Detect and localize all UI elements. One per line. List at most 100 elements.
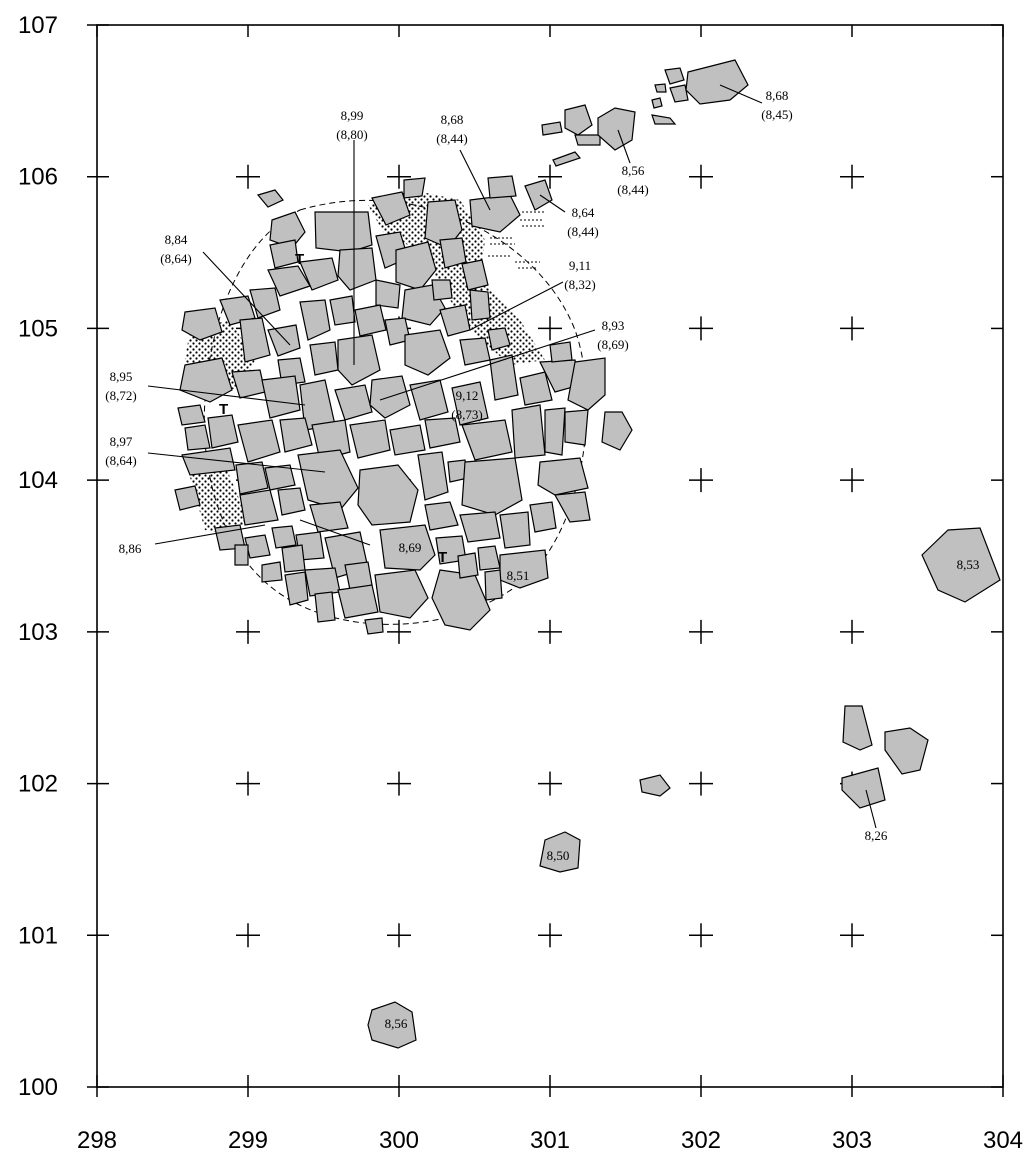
y-tick-label: 107 bbox=[18, 12, 58, 39]
stone bbox=[304, 567, 341, 597]
stone bbox=[277, 487, 306, 516]
grid-cross bbox=[840, 619, 864, 644]
stone bbox=[651, 97, 663, 109]
stone bbox=[219, 295, 256, 326]
stone bbox=[337, 584, 379, 619]
stone bbox=[239, 317, 271, 363]
y-tick-label: 103 bbox=[18, 619, 58, 646]
grid-cross bbox=[387, 164, 411, 189]
elevation-subvalue: (8,64) bbox=[105, 453, 136, 468]
stone bbox=[564, 104, 593, 136]
stone bbox=[297, 449, 359, 511]
elevation-subvalue: (8,32) bbox=[564, 277, 595, 292]
x-tick-label: 303 bbox=[832, 1127, 872, 1152]
y-tick-label: 105 bbox=[18, 315, 58, 342]
stone bbox=[314, 591, 336, 623]
elevation-subvalue: (8,72) bbox=[105, 388, 136, 403]
stone bbox=[451, 381, 489, 426]
grid-cross bbox=[689, 619, 713, 644]
stone bbox=[574, 134, 601, 146]
stone bbox=[529, 501, 557, 533]
stone bbox=[519, 371, 553, 406]
elevation-label: 8,86 bbox=[119, 541, 142, 556]
stone bbox=[349, 419, 391, 459]
stone bbox=[461, 457, 523, 516]
stone bbox=[564, 409, 589, 446]
dotted-zone-north bbox=[368, 190, 545, 365]
elevation-value: 8,84 bbox=[165, 232, 188, 247]
elevation-value: 8,69 bbox=[399, 540, 422, 555]
stone bbox=[375, 279, 401, 309]
grid-cross bbox=[840, 316, 864, 341]
stone bbox=[314, 211, 373, 253]
stone bbox=[329, 295, 356, 326]
grid-cross bbox=[538, 164, 562, 189]
stone bbox=[477, 545, 501, 571]
grid-cross bbox=[387, 923, 411, 948]
elevation-value: 8,86 bbox=[119, 541, 142, 556]
grid-cross bbox=[538, 923, 562, 948]
grid-cross bbox=[689, 164, 713, 189]
stone bbox=[841, 767, 886, 809]
stone bbox=[367, 1001, 417, 1049]
elevation-label: 8,53 bbox=[957, 557, 980, 572]
x-tick-label: 301 bbox=[530, 1127, 570, 1152]
stone bbox=[554, 491, 591, 523]
stone bbox=[371, 191, 411, 226]
stone bbox=[431, 279, 453, 301]
grid-cross bbox=[236, 164, 260, 189]
elevation-label: 9,11 (8,32) bbox=[564, 258, 595, 292]
stone bbox=[669, 84, 689, 103]
y-tick-label: 106 bbox=[18, 164, 58, 191]
stone bbox=[654, 83, 667, 93]
stone bbox=[181, 447, 236, 476]
elevation-value: 8,26 bbox=[865, 828, 888, 843]
elevation-label: 8,64 (8,44) bbox=[567, 205, 598, 239]
elevation-label: 8,68 (8,44) bbox=[436, 112, 467, 146]
stone bbox=[552, 151, 582, 167]
t-mark: T bbox=[219, 401, 228, 418]
grid-cross bbox=[689, 771, 713, 796]
stone bbox=[261, 375, 301, 419]
grid-cross bbox=[387, 771, 411, 796]
elevation-label: 8,84 (8,64) bbox=[160, 232, 191, 266]
elevation-value: 8,97 bbox=[110, 434, 133, 449]
elevation-label: 8,56 bbox=[385, 1016, 408, 1031]
stone bbox=[651, 114, 677, 125]
elevation-value: 9,11 bbox=[569, 258, 591, 273]
stone bbox=[544, 407, 566, 456]
stone bbox=[524, 179, 553, 211]
dotted-zone-southwest bbox=[188, 465, 248, 535]
stone bbox=[235, 461, 269, 495]
grid-cross bbox=[840, 164, 864, 189]
stones-layer bbox=[174, 59, 1001, 1049]
stone bbox=[337, 247, 377, 291]
elevation-value: 8,93 bbox=[602, 318, 625, 333]
grid-cross bbox=[236, 619, 260, 644]
x-tick-label: 304 bbox=[983, 1127, 1023, 1152]
stone bbox=[334, 384, 373, 421]
stone bbox=[269, 239, 299, 269]
stone bbox=[489, 354, 519, 401]
y-tick-label: 102 bbox=[18, 771, 58, 798]
elevation-value: 8,64 bbox=[572, 205, 595, 220]
stone bbox=[177, 404, 206, 426]
grid-cross bbox=[538, 619, 562, 644]
x-tick-label: 299 bbox=[228, 1127, 268, 1152]
stone bbox=[459, 511, 501, 543]
stone bbox=[403, 177, 426, 199]
stone bbox=[207, 414, 239, 449]
stone bbox=[461, 259, 489, 291]
y-tick-label: 100 bbox=[18, 1074, 58, 1101]
stone bbox=[431, 569, 491, 631]
elevation-subvalue: (8,69) bbox=[597, 337, 628, 352]
elevation-subvalue: (8,44) bbox=[436, 131, 467, 146]
t-mark: T bbox=[295, 251, 304, 268]
stone bbox=[469, 289, 491, 321]
stone bbox=[511, 404, 546, 459]
stone bbox=[271, 525, 297, 549]
grid-cross bbox=[236, 923, 260, 948]
stone bbox=[239, 489, 279, 526]
elevation-value: 8,68 bbox=[441, 112, 464, 127]
elevation-value: 8,51 bbox=[507, 568, 530, 583]
